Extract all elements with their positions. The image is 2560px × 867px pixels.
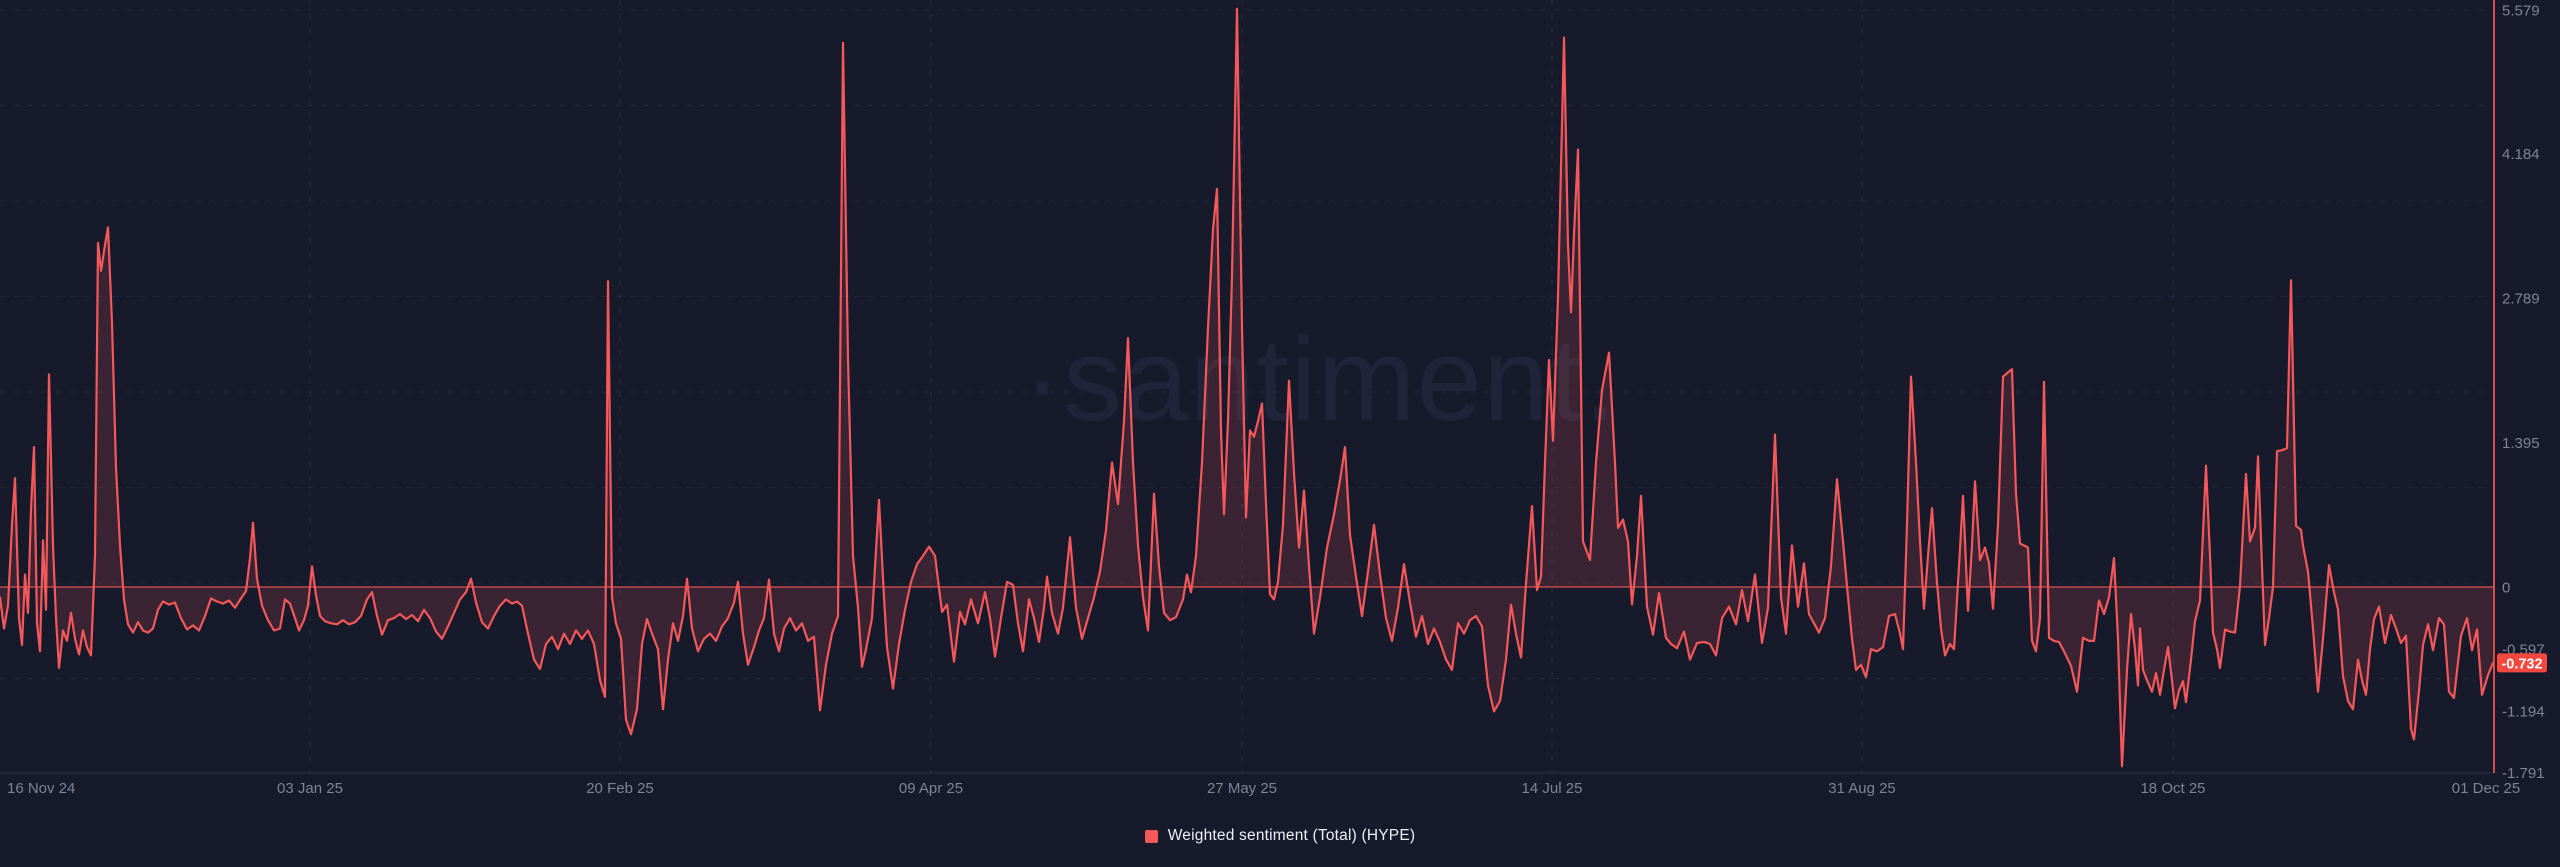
current-value-label: -0.732: [2501, 656, 2542, 672]
x-tick-label: 16 Nov 24: [7, 780, 75, 797]
y-tick-label: 2.789: [2502, 290, 2540, 307]
chart-legend[interactable]: Weighted sentiment (Total) (HYPE): [0, 824, 2560, 848]
legend-swatch-icon: [1144, 829, 1158, 843]
x-tick-label: 09 Apr 25: [899, 780, 963, 797]
y-tick-label: -1.194: [2502, 703, 2545, 720]
y-tick-label: 4.184: [2502, 146, 2540, 163]
x-tick-label: 01 Dec 25: [2452, 780, 2520, 797]
current-value-badge: [2497, 653, 2547, 673]
y-tick-label: 1.395: [2502, 435, 2540, 452]
y-tick-label: 0: [2502, 580, 2510, 597]
x-tick-label: 31 Aug 25: [1828, 780, 1896, 797]
legend-label: Weighted sentiment (Total) (HYPE): [1167, 827, 1416, 844]
y-tick-label: 5.579: [2502, 3, 2540, 20]
y-tick-label: -1.791: [2502, 765, 2545, 782]
x-tick-label: 20 Feb 25: [586, 780, 654, 797]
x-tick-label: 18 Oct 25: [2140, 780, 2205, 797]
x-tick-label: 14 Jul 25: [1522, 780, 1583, 797]
x-tick-label: 27 May 25: [1207, 780, 1277, 797]
x-tick-label: 03 Jan 25: [277, 780, 343, 797]
series-line: [0, 7, 2495, 768]
santiment-watermark: ·santiment.: [1023, 314, 1618, 446]
